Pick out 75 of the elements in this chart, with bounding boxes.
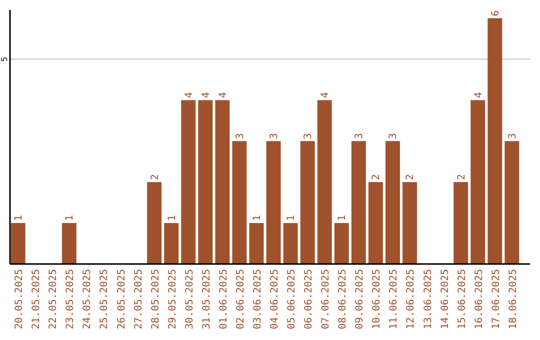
data-label: 1 xyxy=(252,215,263,222)
bar xyxy=(454,182,468,264)
x-tick-label: 04.06.2025 xyxy=(270,269,281,330)
data-label: 3 xyxy=(354,133,366,140)
bar xyxy=(198,100,213,264)
bar xyxy=(10,223,26,264)
data-label: 1 xyxy=(14,215,25,222)
bar xyxy=(283,223,298,264)
bar xyxy=(402,182,417,264)
data-label: 4 xyxy=(218,92,229,98)
x-tick-label: 10.06.2025 xyxy=(372,269,383,330)
x-tick-label: 05.06.2025 xyxy=(286,269,298,330)
data-label: 3 xyxy=(269,133,280,140)
bar xyxy=(232,141,247,264)
x-tick-label: 12.06.2025 xyxy=(406,269,417,330)
data-label: 2 xyxy=(371,174,382,180)
x-tick-label: 30.05.2025 xyxy=(184,269,196,330)
bar xyxy=(266,141,281,264)
bar xyxy=(62,223,76,264)
x-tick-label: 06.06.2025 xyxy=(304,269,315,330)
x-tick-label: 11.06.2025 xyxy=(388,269,400,330)
x-tick-label: 07.06.2025 xyxy=(320,269,332,330)
bar xyxy=(334,223,349,264)
data-label: 4 xyxy=(320,92,332,98)
bar xyxy=(181,100,196,264)
bar xyxy=(504,141,520,264)
data-label: 3 xyxy=(303,133,314,140)
x-tick-label: 18.06.2025 xyxy=(508,269,519,330)
data-label: 3 xyxy=(507,133,518,140)
x-tick-label: 25.05.2025 xyxy=(99,269,110,330)
x-tick-label: 09.06.2025 xyxy=(354,269,366,330)
x-tick-label: 23.05.2025 xyxy=(65,269,76,330)
x-tick-label: 08.06.2025 xyxy=(338,269,349,330)
y-tick-label: 5 xyxy=(0,56,9,62)
data-label: 1 xyxy=(286,215,298,222)
x-tick-label: 31.05.2025 xyxy=(201,269,212,330)
x-tick-label: 29.05.2025 xyxy=(167,269,178,330)
bar xyxy=(147,182,162,264)
bar xyxy=(164,223,179,264)
data-label: 3 xyxy=(388,133,400,140)
x-tick-label: 17.06.2025 xyxy=(490,269,502,330)
x-tick-label: 22.05.2025 xyxy=(48,269,60,330)
x-tick-label: 03.06.2025 xyxy=(252,269,264,330)
x-tick-label: 24.05.2025 xyxy=(82,269,94,330)
data-label: 1 xyxy=(337,215,348,222)
bar xyxy=(470,100,486,264)
bar xyxy=(249,223,264,264)
data-label: 4 xyxy=(184,92,195,98)
x-tick-label: 21.05.2025 xyxy=(31,269,42,330)
data-label: 1 xyxy=(166,215,178,222)
data-label: 2 xyxy=(150,174,161,180)
data-label: 4 xyxy=(200,92,212,98)
x-tick-label: 14.06.2025 xyxy=(440,269,451,330)
data-label: 1 xyxy=(64,215,76,222)
bar xyxy=(300,141,315,264)
x-tick-label: 01.06.2025 xyxy=(218,269,230,330)
bar xyxy=(368,182,383,264)
x-tick-label: 02.06.2025 xyxy=(235,269,246,330)
x-tick-label: 20.05.2025 xyxy=(14,269,26,330)
data-label: 2 xyxy=(456,174,468,180)
x-tick-label: 26.05.2025 xyxy=(116,269,128,330)
x-tick-label: 13.06.2025 xyxy=(422,269,434,330)
bar xyxy=(488,18,502,264)
data-label: 4 xyxy=(473,92,484,98)
x-tick-label: 15.06.2025 xyxy=(456,269,468,330)
x-tick-label: 28.05.2025 xyxy=(150,269,162,330)
data-label: 6 xyxy=(490,10,502,16)
data-label: 2 xyxy=(405,174,416,180)
bar xyxy=(317,100,332,264)
bar xyxy=(351,141,366,264)
x-tick-label: 16.06.2025 xyxy=(474,269,485,330)
data-label: 3 xyxy=(234,133,246,140)
bar xyxy=(215,100,230,264)
bar xyxy=(385,141,400,264)
x-tick-label: 27.05.2025 xyxy=(133,269,144,330)
